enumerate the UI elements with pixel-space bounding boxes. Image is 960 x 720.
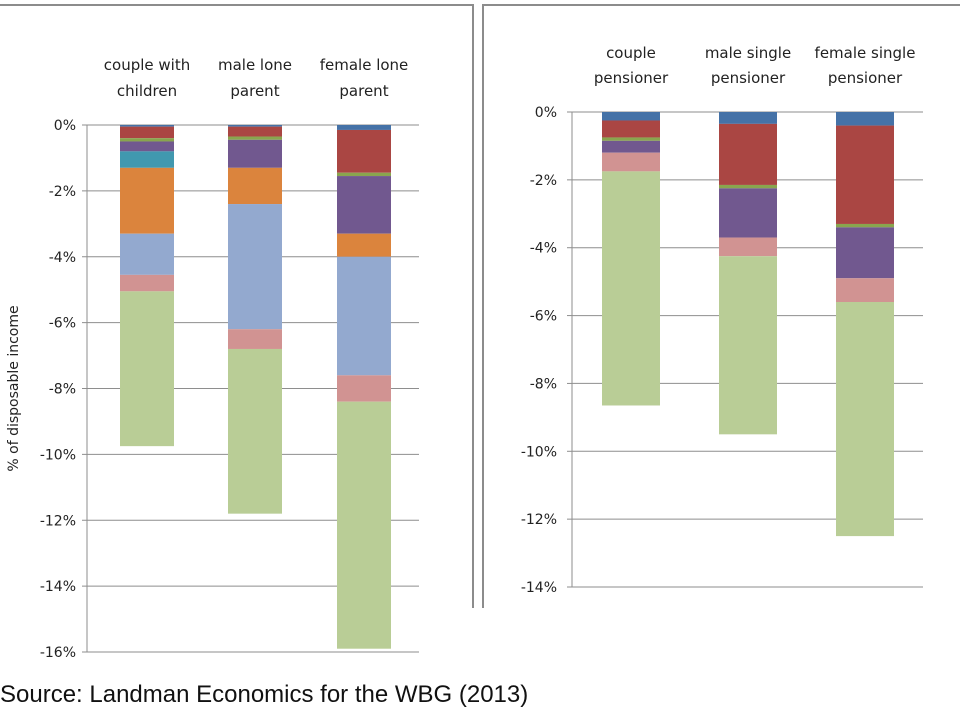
bar-segment-purple (719, 188, 777, 238)
bar-segment-blue (120, 125, 174, 127)
bar-segment-blue (337, 125, 391, 130)
category-label: children (117, 82, 177, 100)
bar-segment-red (120, 126, 174, 139)
category-label: parent (339, 82, 388, 100)
source-caption: Source: Landman Economics for the WBG (2… (0, 681, 529, 708)
bar-segment-green (337, 401, 391, 649)
bar-segment-pink (836, 278, 894, 302)
y-tick-label: -10% (521, 444, 557, 460)
bar-segment-blue (602, 112, 660, 121)
category-label: female single (815, 44, 916, 62)
bar-segment-lightblue (120, 233, 174, 275)
bar-segment-red (228, 126, 282, 137)
bar-segment-olive (228, 136, 282, 140)
bar-segment-purple (602, 140, 660, 153)
y-tick-label: -2% (530, 173, 557, 189)
bar-segment-green (836, 302, 894, 537)
bar-segment-olive (836, 223, 894, 228)
category-label: pensioner (828, 69, 903, 87)
y-tick-label: -8% (530, 376, 557, 392)
bar-segment-olive (120, 138, 174, 142)
bar-segment-purple (836, 227, 894, 279)
bar-segment-red (337, 129, 391, 173)
category-label: female lone (320, 56, 409, 74)
bar-segment-pink (337, 375, 391, 402)
bar-segment-purple (228, 139, 282, 168)
y-tick-label: -4% (530, 241, 557, 257)
bar-segment-pink (719, 237, 777, 257)
bar-segment-orange (120, 167, 174, 234)
y-tick-label: -4% (49, 250, 76, 266)
y-tick-label: -12% (40, 513, 76, 529)
bar-segment-pink (602, 152, 660, 172)
y-tick-label: -14% (40, 579, 76, 595)
bar-segment-orange (228, 167, 282, 205)
bar-segment-purple (337, 176, 391, 234)
bar-segment-olive (719, 184, 777, 189)
y-tick-label: -14% (521, 580, 557, 596)
bar-segment-purple (120, 141, 174, 152)
bar-segment-lightblue (337, 256, 391, 376)
bar-segment-blue (719, 112, 777, 124)
y-tick-label: 0% (54, 118, 76, 134)
y-tick-label: -8% (49, 382, 76, 398)
bar-segment-red (719, 123, 777, 185)
category-label: couple with (104, 56, 190, 74)
category-label: couple (606, 44, 656, 62)
bar-segment-pink (228, 329, 282, 349)
y-tick-label: -12% (521, 512, 557, 528)
category-label: pensioner (711, 69, 786, 87)
left-chart-frame (0, 4, 474, 608)
category-label: male single (705, 44, 791, 62)
bar-segment-red (602, 120, 660, 138)
bar-segment-blue (228, 125, 282, 127)
category-label: parent (230, 82, 279, 100)
bar-segment-green (719, 256, 777, 435)
bar-segment-pink (120, 274, 174, 292)
bar-segment-orange (337, 233, 391, 257)
y-tick-label: 0% (535, 105, 557, 121)
bar-segment-green (228, 348, 282, 514)
y-tick-label: -2% (49, 184, 76, 200)
y-axis-label: % of disposable income (6, 305, 22, 471)
y-tick-label: -10% (40, 447, 76, 463)
y-tick-label: -16% (40, 645, 76, 661)
bar-segment-green (120, 291, 174, 447)
y-tick-label: -6% (49, 316, 76, 332)
bar-segment-lightblue (228, 204, 282, 330)
y-tick-label: -6% (530, 309, 557, 325)
category-label: male lone (218, 56, 292, 74)
bar-segment-teal (120, 151, 174, 168)
right-chart-frame (482, 4, 960, 608)
bar-segment-olive (602, 137, 660, 141)
bar-segment-green (602, 171, 660, 406)
category-label: pensioner (594, 69, 669, 87)
bar-segment-red (836, 125, 894, 224)
bar-segment-blue (836, 112, 894, 126)
bar-segment-olive (337, 172, 391, 177)
